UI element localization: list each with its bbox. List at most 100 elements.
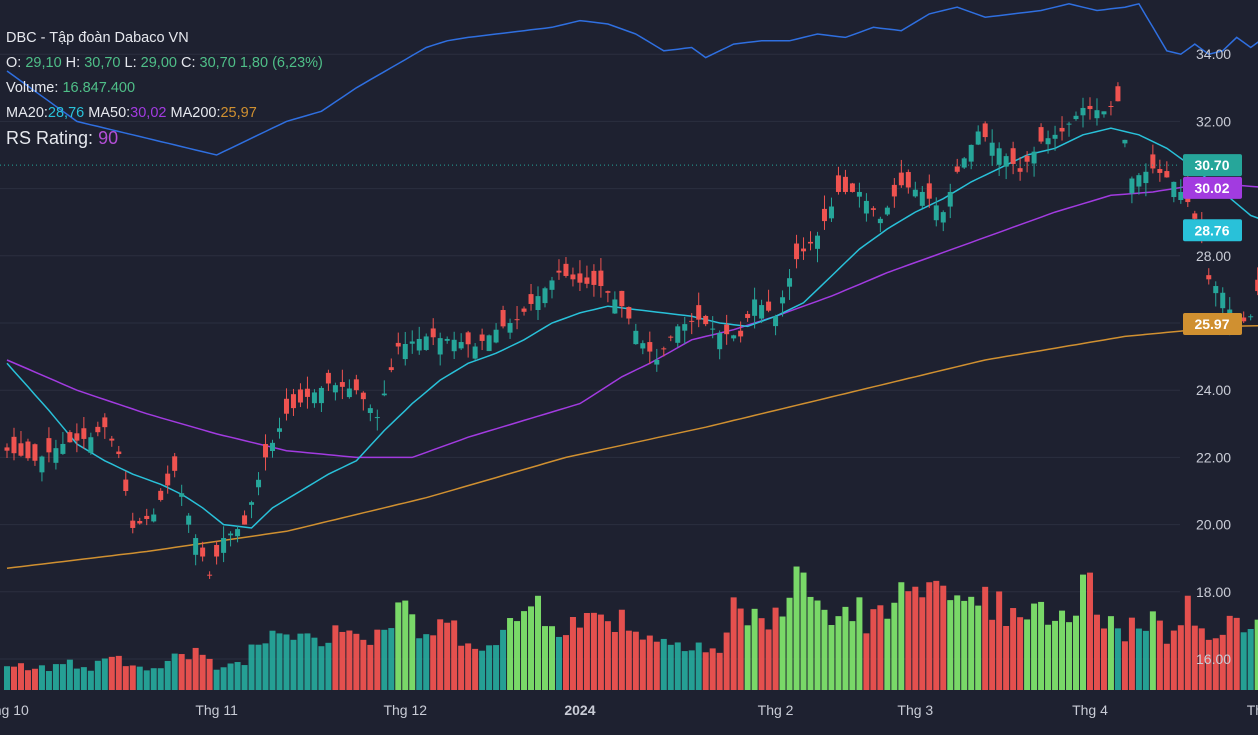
ma20-value: 28,76 <box>47 105 85 121</box>
candle-body <box>1136 175 1142 187</box>
candle-body <box>891 184 897 197</box>
price-tags: 30.70 30.02 28.76 25.97 <box>1183 154 1242 336</box>
candle-body <box>360 392 366 400</box>
volume-bar <box>779 616 786 690</box>
volume-bar <box>360 639 367 690</box>
volume-bar <box>1024 619 1031 690</box>
candle-body <box>1157 169 1163 173</box>
low-label: L: <box>124 55 137 71</box>
volume-bar <box>709 648 716 690</box>
x-tick-label: 2024 <box>564 702 595 718</box>
price-tag-bg <box>1183 313 1242 336</box>
candle-body <box>1241 317 1247 322</box>
volume-bar <box>870 609 877 690</box>
candle-body <box>332 385 338 393</box>
y-tick-label: 32.00 <box>1196 113 1231 129</box>
close-label: C: <box>180 55 196 71</box>
volume-bar <box>339 631 346 690</box>
volume-bar <box>1135 628 1142 690</box>
candle-body <box>1073 115 1079 120</box>
high-value: 30,70 <box>84 55 121 71</box>
volume-bar <box>758 618 765 690</box>
ma50-label: MA50: <box>88 105 131 121</box>
candle-body <box>4 447 10 451</box>
volume-bar <box>486 645 493 690</box>
candle-body <box>339 382 345 387</box>
candle-body <box>116 451 122 455</box>
volume-bar <box>395 602 402 690</box>
candle-body <box>1115 86 1121 102</box>
high-label: H: <box>65 55 81 71</box>
candle-body <box>849 183 855 192</box>
volume-bar <box>290 639 297 690</box>
volume-bar <box>1177 625 1184 690</box>
candle-body <box>402 344 408 360</box>
candle-body <box>1108 105 1114 107</box>
candle-body <box>724 324 730 335</box>
volume-bar <box>793 566 800 690</box>
candle-body <box>416 338 422 351</box>
candle-body <box>947 191 953 207</box>
candle-body <box>256 479 262 488</box>
volume-bar <box>1142 630 1149 690</box>
candle-body <box>465 332 471 345</box>
candle-body <box>863 200 869 214</box>
volume-label: Volume: <box>6 80 59 96</box>
volume-bar <box>632 631 639 690</box>
candle-body <box>353 379 359 391</box>
volume-bar <box>1226 615 1233 690</box>
ma200-path <box>6 324 1258 570</box>
candle-body <box>276 428 282 432</box>
volume-bar <box>136 666 143 690</box>
candle-body <box>870 208 876 210</box>
volume-bar <box>1198 628 1205 690</box>
candle-body <box>88 437 94 453</box>
volume-bar <box>940 585 947 690</box>
candle-body <box>1129 178 1135 194</box>
candle-body <box>346 388 352 398</box>
volume-bar <box>835 616 842 690</box>
price-tag-label: 28.76 <box>1194 222 1229 238</box>
volume-bar <box>891 602 898 690</box>
volume-bar <box>562 635 569 690</box>
candle-body <box>1122 139 1128 144</box>
candle-body <box>738 330 744 337</box>
candle-body <box>982 123 988 138</box>
volume-bar <box>1010 608 1017 690</box>
volume-bar <box>276 633 283 690</box>
candle-body <box>95 426 101 433</box>
volume-bar <box>1191 625 1198 690</box>
candle-body <box>151 514 157 522</box>
candle-body <box>409 341 415 344</box>
ma50-value: 30,02 <box>130 105 167 121</box>
volume-bar <box>101 658 108 690</box>
candle-body <box>1171 181 1177 198</box>
ma50-line <box>6 184 1258 459</box>
volume-bar <box>898 582 905 690</box>
x-tick-label: Thg 2 <box>758 702 794 718</box>
candle-body <box>228 533 234 536</box>
x-tick-label: Thg 10 <box>0 702 29 718</box>
candle-body <box>1164 171 1170 178</box>
volume-bar <box>465 643 472 690</box>
candle-body <box>884 207 890 215</box>
volume-bar <box>374 629 381 690</box>
volume-bar <box>514 621 521 690</box>
candle-body <box>263 444 269 458</box>
candle-body <box>619 290 625 307</box>
volume-bar <box>255 644 262 690</box>
candle-body <box>877 218 883 224</box>
volume-bar <box>807 596 814 690</box>
candle-body <box>549 280 555 290</box>
candle-body <box>780 297 786 304</box>
open-label: O: <box>6 55 22 71</box>
candle-body <box>1024 155 1030 162</box>
volume-bar <box>458 645 465 690</box>
candle-body <box>717 333 723 350</box>
candle-body <box>81 428 87 439</box>
volume-bar <box>604 621 611 690</box>
candle-body <box>1010 148 1016 164</box>
volume-bar <box>479 650 486 690</box>
candle-body <box>74 433 80 441</box>
